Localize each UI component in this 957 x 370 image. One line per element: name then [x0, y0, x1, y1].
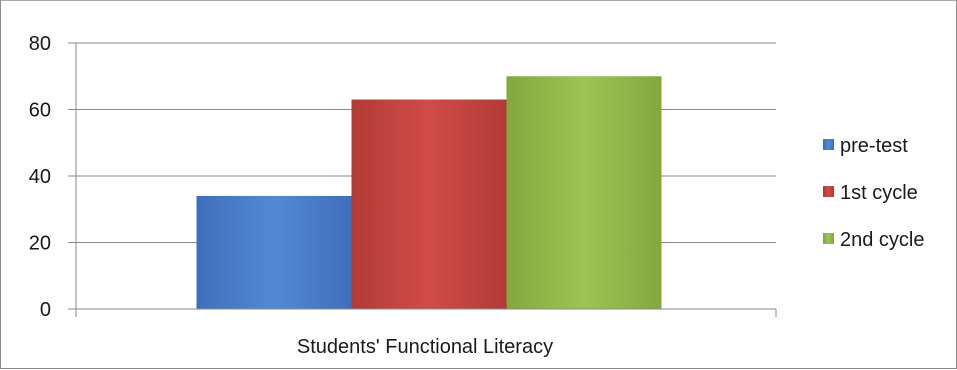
- y-axis: 0 20 40 60 80: [29, 33, 77, 321]
- category-label: Students' Functional Literacy: [297, 336, 553, 358]
- legend-label: 2nd cycle: [840, 229, 925, 251]
- legend-swatch-2nd-cycle: [823, 233, 834, 244]
- legend-swatch-1st-cycle: [823, 186, 834, 197]
- y-tick-label: 20: [29, 233, 51, 255]
- bars: [196, 76, 662, 310]
- x-axis: Students' Functional Literacy: [75, 308, 777, 358]
- legend: pre-test 1st cycle 2nd cycle: [823, 135, 925, 251]
- legend-label: 1st cycle: [840, 182, 918, 204]
- y-tick-label: 60: [29, 100, 51, 122]
- y-tick-label: 40: [29, 166, 51, 188]
- bar-pre-test: [196, 195, 352, 309]
- bar-1st-cycle: [351, 99, 507, 310]
- y-tick-label: 0: [40, 299, 51, 321]
- bar-2nd-cycle: [506, 76, 662, 309]
- legend-label: pre-test: [840, 135, 908, 157]
- legend-swatch-pre-test: [823, 139, 834, 150]
- y-tick-label: 80: [29, 33, 51, 55]
